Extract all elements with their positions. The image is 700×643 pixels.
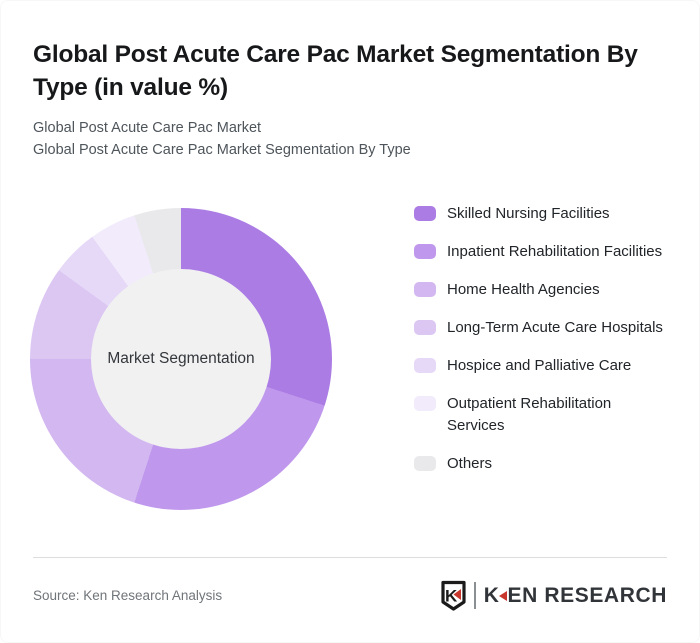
page-title: Global Post Acute Care Pac Market Segmen… bbox=[33, 41, 638, 101]
donut-center-label: Market Segmentation bbox=[107, 350, 255, 367]
svg-text:K: K bbox=[445, 587, 458, 606]
legend-item: Skilled Nursing Facilities bbox=[414, 203, 666, 225]
chart-legend: Skilled Nursing Facilities Inpatient Reha… bbox=[414, 203, 666, 510]
legend-label: Long-Term Acute Care Hospitals bbox=[447, 319, 663, 336]
legend-item: Outpatient Rehabilitation Services bbox=[414, 393, 666, 437]
legend-item: Hospice and Palliative Care bbox=[414, 355, 666, 377]
chart-area: Market Segmentation Skilled Nursing Faci… bbox=[30, 205, 667, 510]
legend-swatch bbox=[414, 456, 436, 471]
footer: Source: Ken Research Analysis K K EN RES… bbox=[33, 580, 667, 611]
footer-divider bbox=[33, 557, 667, 558]
source-note: Source: Ken Research Analysis bbox=[33, 588, 223, 603]
legend-swatch bbox=[414, 206, 436, 221]
wordmark-k: K bbox=[483, 583, 500, 607]
subtitle-line-2: Global Post Acute Care Pac Market Segmen… bbox=[33, 141, 411, 158]
legend-swatch bbox=[414, 320, 436, 335]
legend-item: Inpatient Rehabilitation Facilities bbox=[414, 241, 666, 263]
ken-research-badge-icon: K bbox=[441, 580, 466, 611]
legend-swatch bbox=[414, 282, 436, 297]
subtitle-block: Global Post Acute Care Pac Market Global… bbox=[33, 118, 667, 161]
legend-label: Home Health Agencies bbox=[447, 281, 600, 298]
legend-label: Others bbox=[447, 455, 493, 472]
legend-label: Skilled Nursing Facilities bbox=[447, 205, 610, 222]
legend-label: Hospice and Palliative Care bbox=[447, 357, 632, 374]
ken-research-wordmark: K EN RESEARCH bbox=[484, 584, 667, 608]
legend-item: Others bbox=[414, 453, 666, 475]
wordmark-rest: EN RESEARCH bbox=[507, 583, 667, 607]
donut-chart: Market Segmentation bbox=[30, 208, 332, 510]
legend-swatch bbox=[414, 358, 436, 373]
logo-divider-bar bbox=[473, 582, 476, 609]
legend-item: Home Health Agencies bbox=[414, 279, 666, 301]
ken-research-logo: K K EN RESEARCH bbox=[440, 580, 667, 611]
legend-swatch bbox=[414, 244, 436, 259]
red-triangle-icon bbox=[498, 591, 507, 601]
subtitle-line-1: Global Post Acute Care Pac Market bbox=[33, 120, 262, 136]
legend-label: Inpatient Rehabilitation Facilities bbox=[447, 243, 663, 260]
legend-item: Long-Term Acute Care Hospitals bbox=[414, 317, 666, 339]
donut-hole: Market Segmentation bbox=[91, 269, 271, 449]
legend-label: Outpatient Rehabilitation Services bbox=[447, 395, 612, 434]
legend-swatch bbox=[414, 396, 436, 411]
